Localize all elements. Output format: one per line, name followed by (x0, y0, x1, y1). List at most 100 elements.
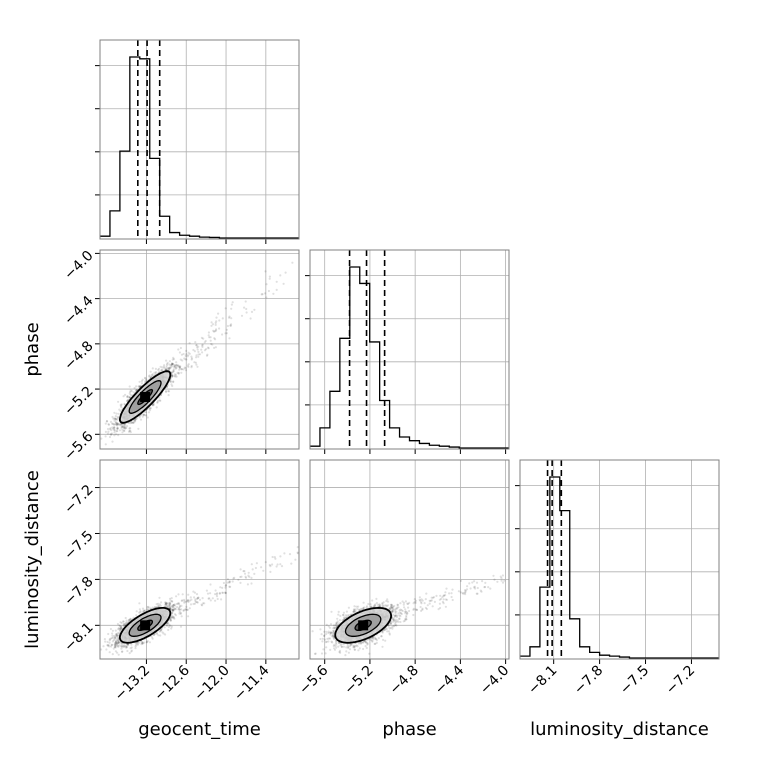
scatter-point (123, 402, 126, 405)
scatter-point (100, 437, 103, 440)
scatter-point (228, 316, 231, 319)
scatter-point (148, 374, 151, 377)
scatter-point (129, 393, 132, 397)
scatter-point (202, 337, 205, 340)
scatter-point (218, 591, 221, 595)
scatter-point (193, 591, 197, 594)
scatter-point (145, 411, 148, 414)
scatter-point (118, 628, 121, 631)
scatter-point (206, 592, 210, 595)
scatter-point (197, 350, 200, 353)
scatter-point (119, 404, 122, 407)
scatter-point (121, 431, 124, 434)
scatter-point (177, 348, 180, 351)
scatter-point (245, 311, 248, 314)
scatter-point (188, 599, 191, 602)
scatter-point (154, 367, 157, 370)
scatter-point (138, 602, 141, 605)
scatter-point (112, 427, 115, 430)
scatter-point (271, 555, 274, 559)
scatter-point (178, 365, 182, 368)
scatter-point (267, 289, 270, 293)
scatter-point (116, 418, 119, 421)
scatter-point (155, 406, 158, 409)
scatter-point (229, 585, 232, 589)
scatter-point (165, 364, 168, 367)
scatter-point (284, 271, 287, 274)
scatter-point (169, 380, 172, 383)
scatter-point (137, 427, 140, 430)
scatter-point (182, 609, 185, 612)
scatter-point (172, 356, 175, 359)
scatter-point (190, 355, 193, 358)
scatter-point (114, 418, 117, 421)
scatter-point (116, 429, 119, 433)
scatter-point (145, 378, 148, 381)
scatter-point (228, 580, 231, 583)
scatter-point (183, 357, 186, 360)
scatter-point (244, 300, 247, 303)
scatter-point (106, 432, 109, 435)
scatter-point (175, 595, 178, 598)
scatter-point (124, 427, 127, 430)
scatter-point (186, 355, 189, 358)
scatter-point (180, 353, 183, 356)
scatter-point (213, 346, 216, 349)
scatter-point (160, 369, 163, 372)
scatter-point (161, 366, 164, 369)
scatter-point (279, 555, 282, 558)
scatter-point (264, 292, 267, 295)
scatter-point (125, 619, 128, 622)
scatter-point (114, 650, 117, 653)
scatter-point (116, 424, 119, 427)
scatter-point (239, 568, 242, 571)
scatter-point (214, 589, 217, 592)
scatter-point (230, 307, 233, 310)
scatter-point (141, 378, 144, 381)
scatter-point (226, 324, 229, 328)
scatter-point (142, 413, 145, 416)
scatter-point (180, 615, 183, 618)
scatter-point (146, 416, 149, 419)
scatter-point (251, 568, 254, 571)
scatter-point (209, 336, 212, 339)
scatter-point (230, 317, 233, 320)
scatter-point (105, 420, 109, 423)
scatter-point (122, 429, 125, 432)
scatter-point (141, 415, 144, 418)
scatter-point (215, 328, 218, 331)
scatter-point (120, 621, 123, 625)
scatter-point (129, 429, 132, 432)
scatter-point (221, 333, 224, 336)
scatter-point (219, 586, 222, 589)
scatter-point (108, 651, 111, 654)
scatter-point (107, 430, 110, 433)
scatter-point (141, 642, 144, 645)
scatter-point (174, 363, 177, 367)
scatter-point (104, 422, 107, 425)
scatter-point (239, 581, 242, 585)
scatter-point (254, 566, 257, 570)
scatter-point (114, 415, 117, 418)
scatter-point (196, 346, 199, 349)
scatter-point (120, 403, 123, 406)
scatter-point (161, 368, 164, 371)
scatter-point (230, 323, 233, 326)
scatter-point (107, 423, 110, 426)
scatter-point (109, 627, 112, 631)
scatter-point (243, 572, 247, 575)
scatter-point (151, 637, 154, 640)
scatter-point (134, 389, 137, 393)
scatter-point (113, 643, 116, 646)
scatter-point (196, 348, 199, 351)
scatter-point (149, 407, 153, 410)
scatter-point (178, 365, 181, 368)
scatter-point (221, 317, 224, 320)
scatter-point (167, 366, 170, 370)
scatter-point (250, 563, 253, 566)
scatter-point (129, 617, 132, 621)
scatter-point (126, 396, 129, 399)
scatter-point (106, 640, 109, 644)
scatter-point (128, 396, 131, 399)
